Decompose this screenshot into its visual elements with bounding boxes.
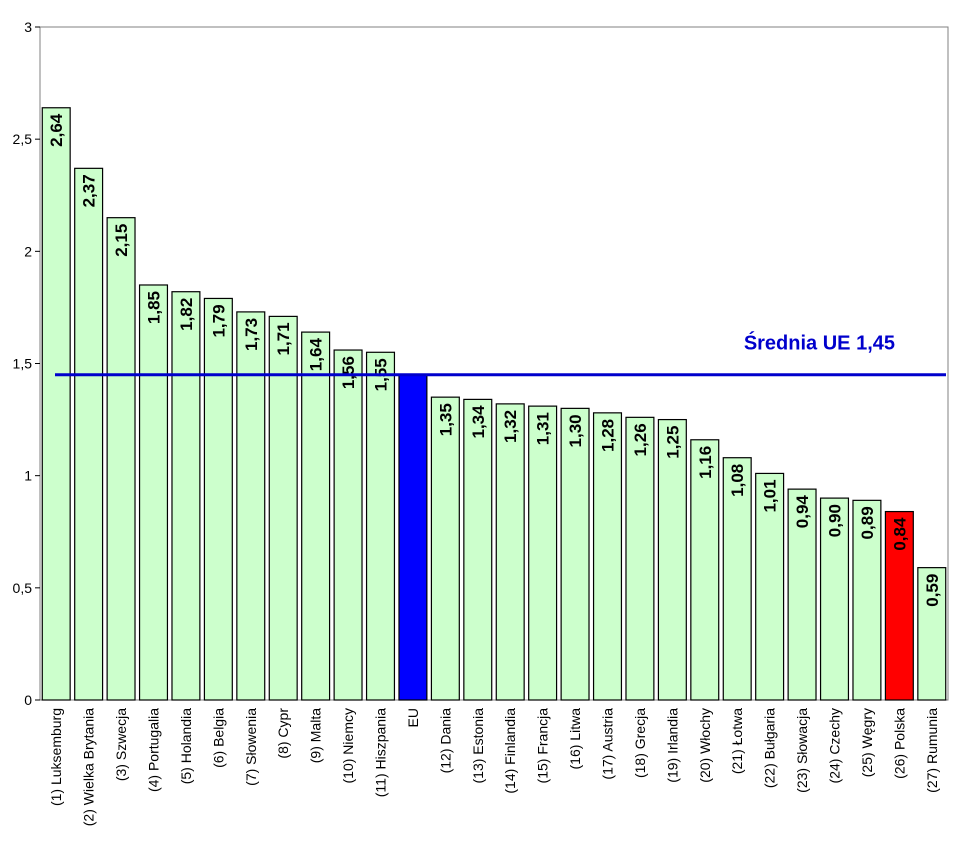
category-label: (11) Hiszpania [373,708,389,797]
category-label: (4) Portugalia [146,708,162,792]
category-label: (17) Austria [600,708,616,780]
category-label: (2) Wielka Brytania [81,708,97,826]
category-label: (25) Węgry [859,708,875,777]
bar [495,403,525,701]
bar [138,284,169,701]
data-label: 2,37 [80,174,99,207]
average-label: Średnia UE 1,45 [744,331,895,355]
data-label: 1,16 [696,446,715,479]
data-label: 1,31 [534,412,553,445]
category-label: (8) Cypr [275,708,291,759]
data-label: 1,64 [307,338,326,372]
data-label: 1,82 [177,298,196,331]
category-label: (13) Estonia [470,708,486,784]
bar [203,297,233,701]
data-label: 1,35 [436,403,455,436]
data-label: 1,32 [501,410,520,443]
bar [430,396,460,701]
bar [41,107,71,701]
data-label: 1,71 [274,322,293,355]
data-label: 0,59 [923,574,942,607]
y-tick-label: 0 [24,692,32,708]
category-label: (1) Luksemburg [48,708,64,806]
category-label: (19) Irlandia [664,708,680,783]
category-label: (18) Grecja [632,708,648,778]
category-label: (26) Polska [891,708,907,779]
y-tick-label: 2,5 [13,131,33,147]
category-label: (6) Belgia [210,708,226,768]
category-label: (9) Malta [308,708,324,763]
category-label: (21) Łotwa [729,708,745,774]
data-label: 0,94 [793,495,812,529]
data-label: 0,84 [890,517,909,551]
category-label: (16) Litwa [567,708,583,770]
bar [333,349,363,701]
category-label: EU [405,708,421,727]
y-tick-label: 3 [24,19,32,35]
data-label: 1,56 [339,356,358,389]
category-label: (23) Słowacja [794,708,810,793]
bar [625,416,655,701]
data-label: 1,26 [631,423,650,456]
data-label: 1,73 [242,318,261,351]
category-label: (12) Dania [437,708,453,774]
y-tick-label: 1,5 [13,356,33,372]
data-labels: 2,64 2,37 2,15 1,85 1,82 1,79 1,73 1,71 1,64 1,56… [47,113,942,607]
data-label: 0,89 [858,506,877,539]
bar [74,167,104,701]
bar [106,217,136,701]
y-tick-label: 0,5 [13,580,33,596]
data-label: 1,79 [209,304,228,337]
category-label: (3) Szwecja [113,708,129,781]
y-tick-label: 1 [24,468,32,484]
category-labels: (1) Luksemburg (2) Wielka Brytania (3) Szw… [48,708,940,827]
category-label: (22) Bułgaria [762,708,778,788]
category-label: (10) Niemcy [340,708,356,783]
bar [301,331,331,701]
bar [787,488,817,701]
bar [657,418,687,701]
bar [819,497,850,701]
data-label: 1,34 [469,405,488,439]
bar [852,499,882,701]
data-label: 2,15 [112,224,131,257]
y-tick-label: 2 [24,243,32,259]
bar [722,457,752,701]
category-label: (20) Włochy [697,708,713,783]
bar [398,374,428,701]
data-label: 1,25 [663,426,682,459]
bar [755,472,785,701]
y-axis: 0 0,5 1 1,5 2 2,5 3 [13,19,40,708]
bar [463,398,493,701]
bars [41,107,947,701]
data-label: 0,90 [826,504,845,537]
data-label: 1,28 [599,419,618,452]
bar [560,407,590,701]
bar [592,412,623,701]
bar [917,567,947,701]
category-label: (27) Rumunia [924,708,940,793]
bar [268,315,298,701]
bar [236,311,266,701]
bar [884,510,914,701]
bar [528,405,558,701]
category-label: (5) Holandia [178,708,194,784]
data-label: 1,08 [728,464,747,497]
category-label: (14) Finlandia [502,708,518,794]
category-label: (7) Słowenia [243,708,259,786]
data-label: 1,30 [566,414,585,447]
data-label: 1,85 [145,291,164,324]
bar [365,351,396,701]
bar [690,439,720,701]
bar [171,291,201,701]
category-label: (15) Francja [535,708,551,784]
data-label: 1,01 [761,479,780,512]
data-label: 2,64 [47,113,66,147]
category-label: (24) Czechy [827,708,843,783]
